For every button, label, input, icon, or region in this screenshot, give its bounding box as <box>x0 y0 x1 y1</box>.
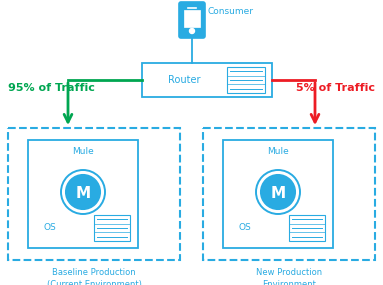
Text: M: M <box>270 186 286 201</box>
FancyBboxPatch shape <box>289 215 325 241</box>
Circle shape <box>61 170 105 214</box>
FancyBboxPatch shape <box>142 63 272 97</box>
Text: 5% of Traffic: 5% of Traffic <box>296 83 375 93</box>
Circle shape <box>256 170 300 214</box>
Text: 95% of Traffic: 95% of Traffic <box>8 83 95 93</box>
Text: OS: OS <box>44 223 56 233</box>
Text: OS: OS <box>239 223 251 233</box>
Text: Mule: Mule <box>267 148 289 156</box>
Circle shape <box>190 28 195 34</box>
FancyBboxPatch shape <box>28 140 138 248</box>
Circle shape <box>260 174 296 210</box>
FancyBboxPatch shape <box>227 67 265 93</box>
Text: M: M <box>75 186 90 201</box>
Text: Baseline Production
(Current Environment): Baseline Production (Current Environment… <box>47 268 141 285</box>
Text: Mule: Mule <box>72 148 94 156</box>
FancyBboxPatch shape <box>223 140 333 248</box>
Text: New Production
Environment: New Production Environment <box>256 268 322 285</box>
FancyBboxPatch shape <box>184 10 200 27</box>
FancyBboxPatch shape <box>94 215 130 241</box>
FancyBboxPatch shape <box>179 2 205 38</box>
Text: Router: Router <box>168 75 200 85</box>
Text: Consumer: Consumer <box>208 7 254 17</box>
Circle shape <box>65 174 101 210</box>
